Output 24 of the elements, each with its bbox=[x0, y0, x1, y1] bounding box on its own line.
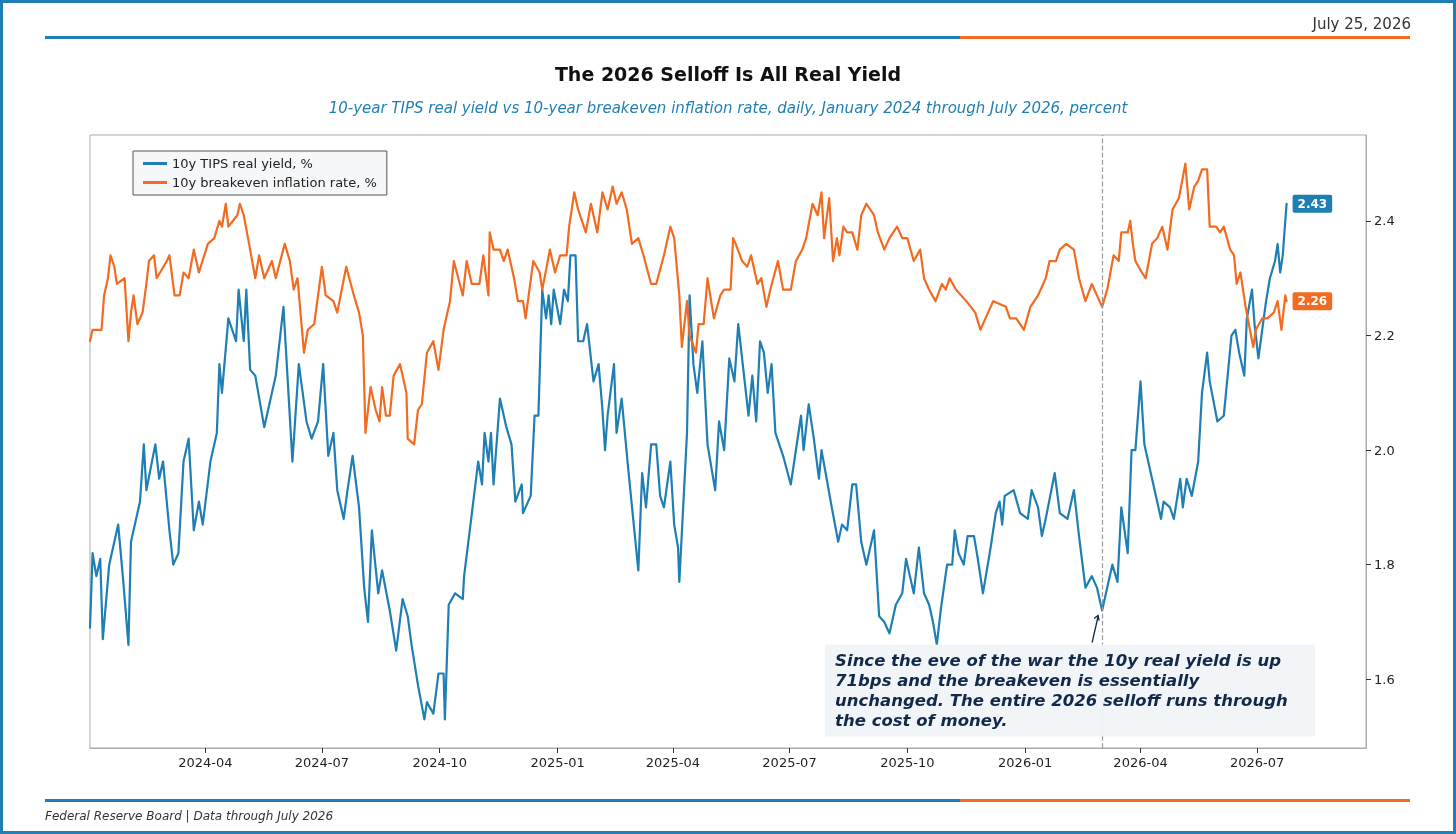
x-tick-label: 2025-10 bbox=[880, 755, 935, 770]
annotation: Since the eve of the war the 10y real yield is up 71bps and the breakeven is essentially unchanged. The entire 2026 selloff runs through the cost of money. bbox=[835, 651, 1294, 730]
y-tick-label: 2.4 bbox=[1374, 213, 1395, 229]
text: July 25, 2026 bbox=[1312, 15, 1411, 33]
y-tick-label: 1.6 bbox=[1374, 671, 1395, 687]
y-tick-label: 2.0 bbox=[1374, 442, 1395, 458]
x-tick-label: 2024-10 bbox=[412, 755, 467, 770]
x-tick-label: 2024-04 bbox=[178, 755, 233, 770]
x-tick-label: 2024-07 bbox=[294, 755, 350, 770]
annotation: 2.26 bbox=[1297, 294, 1328, 309]
legend-label: 10y TIPS real yield, % bbox=[172, 156, 313, 171]
chart-title: The 2026 Selloff Is All Real Yield bbox=[554, 62, 902, 85]
x-tick-label: 2025-04 bbox=[645, 755, 701, 770]
x-tick-label: 2026-07 bbox=[1229, 755, 1285, 770]
legend-label: 10y breakeven inflation rate, % bbox=[172, 175, 377, 190]
y-tick-label: 2.2 bbox=[1374, 328, 1395, 344]
x-tick-label: 2026-01 bbox=[998, 755, 1053, 770]
text: Federal Reserve Board | Data through July 2026 bbox=[45, 809, 334, 823]
chart-subtitle: 10-year TIPS real yield vs 10-year breakeven inflation rate, daily, January 2024 through July 2026, percent bbox=[328, 98, 1129, 117]
y-tick-label: 1.8 bbox=[1374, 557, 1395, 573]
x-tick-label: 2026-04 bbox=[1113, 755, 1168, 770]
x-tick-label: 2025-07 bbox=[762, 755, 817, 770]
annotation: 2.43 bbox=[1297, 196, 1328, 211]
x-tick-label: 2025-01 bbox=[530, 755, 585, 770]
